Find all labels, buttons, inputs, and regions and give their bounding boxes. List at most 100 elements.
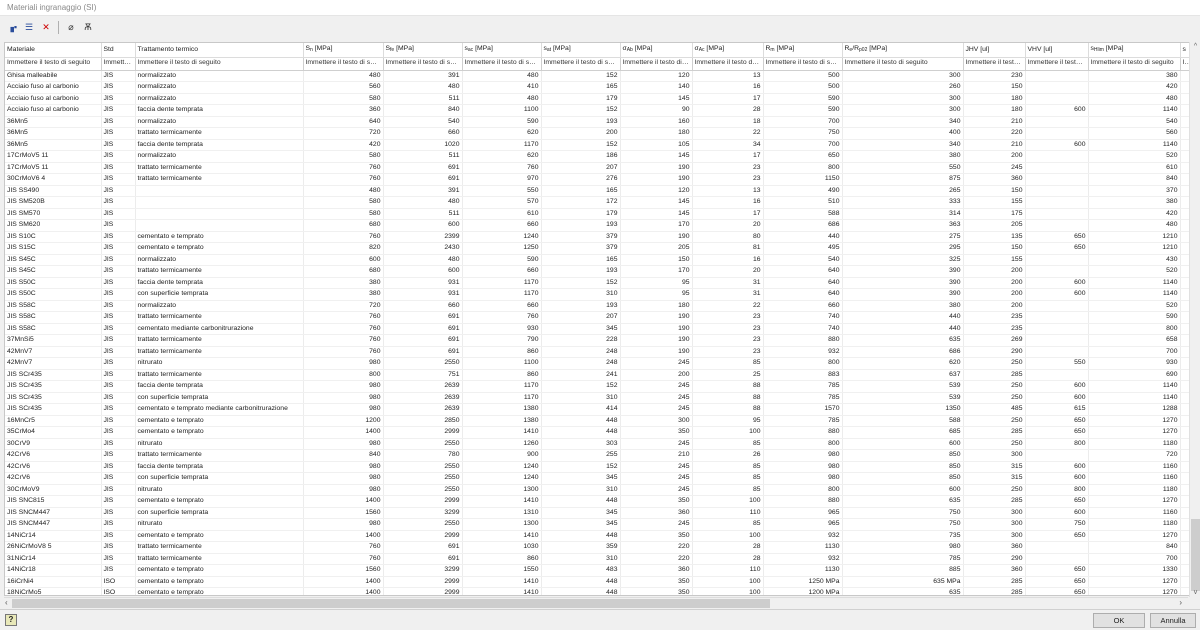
table-cell[interactable]: 300 bbox=[963, 518, 1026, 531]
table-cell[interactable]: JIS bbox=[101, 357, 136, 370]
column-header[interactable]: Materiale bbox=[5, 43, 102, 58]
table-cell[interactable]: 300 bbox=[842, 70, 964, 82]
table-cell[interactable]: 380 bbox=[842, 150, 964, 163]
table-cell[interactable]: 660 bbox=[462, 219, 542, 232]
table-cell[interactable]: 390 bbox=[842, 288, 964, 301]
table-cell[interactable]: 152 bbox=[541, 104, 621, 117]
table-cell[interactable]: 360 bbox=[963, 564, 1026, 577]
table-cell[interactable]: JIS SNCM447 bbox=[5, 518, 102, 531]
table-cell[interactable]: trattato termicamente bbox=[135, 449, 304, 462]
table-cell[interactable]: 640 bbox=[763, 265, 843, 278]
table-cell[interactable]: 1100 bbox=[462, 357, 542, 370]
table-cell[interactable]: 245 bbox=[620, 357, 693, 370]
table-cell[interactable]: 785 bbox=[763, 392, 843, 404]
table-cell[interactable]: 785 bbox=[842, 553, 964, 565]
table-cell[interactable]: 210 bbox=[963, 116, 1026, 128]
table-row[interactable]: JIS S10C JIS cementato e temprato 760 2399 12… bbox=[5, 231, 1192, 243]
table-cell[interactable]: 190 bbox=[620, 162, 693, 174]
table-cell[interactable]: 880 bbox=[763, 495, 843, 508]
table-cell[interactable]: 152 bbox=[541, 461, 621, 473]
table-cell[interactable]: 485 bbox=[963, 403, 1026, 416]
table-cell[interactable]: JIS bbox=[101, 93, 136, 105]
table-cell[interactable]: JIS bbox=[101, 173, 136, 186]
table-cell[interactable]: JIS bbox=[101, 334, 136, 347]
table-cell[interactable] bbox=[1025, 70, 1089, 82]
scroll-right-icon[interactable]: › bbox=[1179, 598, 1182, 607]
table-cell[interactable]: JIS SCr435 bbox=[5, 380, 102, 393]
table-cell[interactable]: 1550 bbox=[462, 564, 542, 577]
table-cell[interactable]: 720 bbox=[303, 127, 384, 140]
table-cell[interactable]: 100 bbox=[692, 495, 764, 508]
column-header[interactable]: σAc [MPa] bbox=[692, 43, 764, 58]
table-cell[interactable]: 193 bbox=[541, 219, 621, 232]
table-cell[interactable]: 1380 bbox=[462, 415, 542, 427]
table-cell[interactable]: 980 bbox=[842, 541, 964, 554]
table-cell[interactable]: 650 bbox=[763, 150, 843, 163]
table-cell[interactable]: 500 bbox=[763, 70, 843, 82]
table-cell[interactable]: JIS bbox=[101, 150, 136, 163]
table-cell[interactable]: 80 bbox=[692, 231, 764, 243]
table-cell[interactable]: 42MnV7 bbox=[5, 357, 102, 370]
table-cell[interactable]: 790 bbox=[462, 334, 542, 347]
table-cell[interactable]: JIS bbox=[101, 81, 136, 94]
table-cell[interactable]: 880 bbox=[763, 334, 843, 347]
table-cell[interactable]: 932 bbox=[763, 346, 843, 358]
table-cell[interactable]: JIS bbox=[101, 104, 136, 117]
table-cell[interactable]: 650 bbox=[1025, 415, 1089, 427]
table-cell[interactable]: 170 bbox=[620, 219, 693, 232]
table-cell[interactable]: JIS SCr435 bbox=[5, 369, 102, 381]
table-cell[interactable]: 1240 bbox=[462, 461, 542, 473]
table-cell[interactable]: 1150 bbox=[763, 173, 843, 186]
table-cell[interactable]: 36Mn5 bbox=[5, 127, 102, 140]
table-cell[interactable]: 610 bbox=[462, 208, 542, 220]
filter-input[interactable]: Immettere il testo di seguito bbox=[383, 57, 463, 71]
table-cell[interactable]: 370 bbox=[1088, 185, 1181, 197]
table-cell[interactable]: JIS bbox=[101, 185, 136, 197]
table-cell[interactable]: 1560 bbox=[303, 564, 384, 577]
table-cell[interactable]: 28 bbox=[692, 553, 764, 565]
table-cell[interactable]: 1270 bbox=[1088, 495, 1181, 508]
table-cell[interactable]: 400 bbox=[842, 127, 964, 140]
table-cell[interactable]: 1030 bbox=[462, 541, 542, 554]
table-cell[interactable]: 391 bbox=[383, 185, 463, 197]
table-cell[interactable]: 2639 bbox=[383, 403, 463, 416]
table-cell[interactable]: 42CrV6 bbox=[5, 461, 102, 473]
table-cell[interactable]: 1140 bbox=[1088, 392, 1181, 404]
table-cell[interactable]: 860 bbox=[462, 346, 542, 358]
table-cell[interactable]: 511 bbox=[383, 93, 463, 105]
table-cell[interactable]: normalizzato bbox=[135, 300, 304, 312]
table-cell[interactable]: 145 bbox=[620, 196, 693, 209]
table-cell[interactable]: cementato e temprato bbox=[135, 576, 304, 588]
column-header[interactable]: JHV [ul] bbox=[963, 43, 1026, 58]
vertical-scroll-thumb[interactable] bbox=[1191, 519, 1200, 591]
table-row[interactable]: JIS SCr435 JIS cementato e temprato median… bbox=[5, 403, 1192, 416]
table-cell[interactable]: 193 bbox=[541, 265, 621, 278]
table-cell[interactable]: 150 bbox=[963, 242, 1026, 255]
table-cell[interactable]: 28 bbox=[692, 104, 764, 117]
table-cell[interactable]: 1410 bbox=[462, 576, 542, 588]
table-cell[interactable]: JIS bbox=[101, 415, 136, 427]
table-cell[interactable]: 1180 bbox=[1088, 438, 1181, 450]
table-row[interactable]: 14NiCr18 JIS cementato e temprato 1560 3299 1… bbox=[5, 564, 1192, 577]
table-cell[interactable]: 300 bbox=[620, 415, 693, 427]
table-cell[interactable]: 13 bbox=[692, 70, 764, 82]
table-cell[interactable]: JIS bbox=[101, 472, 136, 485]
table-cell[interactable]: 333 bbox=[842, 196, 964, 209]
table-cell[interactable]: 23 bbox=[692, 311, 764, 324]
table-cell[interactable]: 760 bbox=[303, 323, 384, 335]
table-cell[interactable]: 850 bbox=[842, 461, 964, 473]
table-cell[interactable]: 290 bbox=[963, 346, 1026, 358]
table-cell[interactable] bbox=[1025, 196, 1089, 209]
table-cell[interactable]: 800 bbox=[1088, 323, 1181, 335]
table-cell[interactable]: 686 bbox=[763, 219, 843, 232]
table-row[interactable]: JIS SS490 JIS 480 391 550 165 120 13 490 265 150 37… bbox=[5, 185, 1192, 197]
table-cell[interactable]: 152 bbox=[541, 139, 621, 151]
table-cell[interactable]: 980 bbox=[763, 472, 843, 485]
filter-input[interactable]: Immettere il testo di seguito bbox=[303, 57, 384, 71]
table-cell[interactable]: 165 bbox=[541, 185, 621, 197]
table-cell[interactable]: 483 bbox=[541, 564, 621, 577]
table-cell[interactable]: 85 bbox=[692, 472, 764, 485]
table-cell[interactable]: 751 bbox=[383, 369, 463, 381]
table-cell[interactable]: 275 bbox=[842, 231, 964, 243]
table-cell[interactable] bbox=[1025, 300, 1089, 312]
